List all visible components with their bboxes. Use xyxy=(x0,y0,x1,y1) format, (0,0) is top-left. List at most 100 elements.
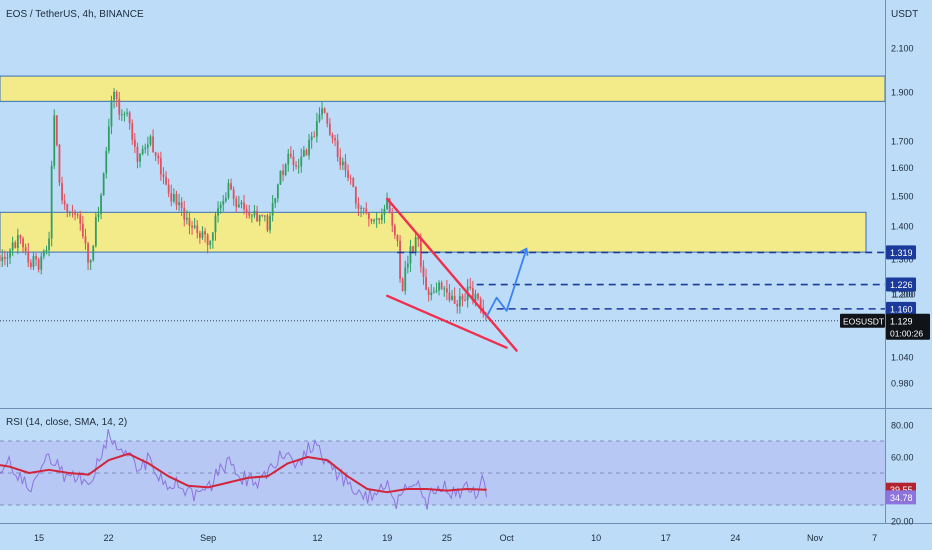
price-candle xyxy=(295,164,297,167)
level-price-tag-label: 1.160 xyxy=(890,304,913,314)
time-tick-label: 12 xyxy=(313,533,323,543)
price-candle xyxy=(139,154,141,162)
projection-path xyxy=(485,247,529,317)
price-candle xyxy=(157,155,160,159)
price-candle xyxy=(131,123,134,140)
price-candle xyxy=(115,91,118,99)
price-candle xyxy=(175,193,178,206)
projection-line[interactable] xyxy=(485,248,528,317)
price-candle xyxy=(152,136,154,153)
wedge-lower-line[interactable] xyxy=(386,294,508,349)
price-candle xyxy=(113,91,115,101)
price-candle xyxy=(107,126,110,151)
price-candle xyxy=(339,156,342,166)
price-candle xyxy=(29,262,32,268)
price-candle xyxy=(183,207,186,220)
price-candle xyxy=(40,256,43,270)
price-candle xyxy=(191,225,193,228)
price-candle xyxy=(55,115,58,145)
last-price-tag xyxy=(886,313,930,340)
price-candle xyxy=(211,232,214,241)
price-candle xyxy=(477,293,479,299)
price-candle xyxy=(6,257,9,259)
time-tick-label: 19 xyxy=(382,533,392,543)
price-candle xyxy=(435,290,438,292)
price-candle xyxy=(318,114,321,122)
price-candle xyxy=(321,108,323,115)
price-candle xyxy=(289,153,292,157)
price-candle xyxy=(380,214,383,220)
time-tick-label: Nov xyxy=(807,533,824,543)
price-candle xyxy=(297,166,300,168)
countdown-label: 01:00:26 xyxy=(890,328,923,338)
price-candle xyxy=(79,214,82,224)
price-candle xyxy=(419,239,422,267)
price-candle xyxy=(471,288,474,301)
rsi-sma-line[interactable] xyxy=(0,452,487,494)
price-candle xyxy=(386,198,388,209)
price-tick-label: 0.980 xyxy=(891,379,914,389)
price-candle xyxy=(474,293,477,301)
price-candle xyxy=(266,215,269,231)
price-candle xyxy=(45,250,48,252)
time-tick-label: 22 xyxy=(104,533,114,543)
price-candle xyxy=(443,288,446,290)
price-candle xyxy=(360,207,362,209)
price-tick-label: 1.700 xyxy=(891,136,914,146)
price-candle xyxy=(81,223,84,237)
level-price-tag xyxy=(886,245,916,260)
level-price-tag-label: 1.226 xyxy=(890,280,913,290)
price-candle xyxy=(409,246,412,264)
price-candle xyxy=(451,295,453,301)
price-candle xyxy=(373,219,375,222)
price-candle xyxy=(308,139,310,156)
price-candle xyxy=(209,240,212,246)
supply-demand-zone[interactable] xyxy=(0,75,886,102)
price-candle xyxy=(227,183,230,198)
wedge-upper-line[interactable] xyxy=(386,197,518,352)
price-candle xyxy=(136,146,139,162)
time-axis-bg[interactable] xyxy=(0,523,932,550)
symbol-tag xyxy=(840,313,885,328)
price-candle xyxy=(323,108,326,113)
price-tick-label: 1.900 xyxy=(891,87,914,97)
price-candle xyxy=(87,243,89,263)
price-candle xyxy=(300,156,303,167)
price-candle xyxy=(448,292,451,301)
price-candle xyxy=(334,138,336,141)
chart-title: EOS / TetherUS, 4h, BINANCE xyxy=(6,9,144,20)
price-candle xyxy=(120,114,123,116)
price-candle xyxy=(349,178,352,180)
price-candle xyxy=(100,195,102,214)
price-candle xyxy=(162,174,165,177)
price-tick-label: 1.040 xyxy=(891,352,914,362)
supply-demand-zone[interactable] xyxy=(0,211,867,253)
price-candle xyxy=(245,209,248,213)
time-tick-label: 15 xyxy=(34,533,44,543)
price-candle xyxy=(279,170,282,185)
time-tick-label: 17 xyxy=(661,533,671,543)
price-candle xyxy=(178,202,180,206)
price-candle xyxy=(14,242,17,248)
price-candle xyxy=(344,161,347,171)
price-axis-bg[interactable] xyxy=(885,0,932,523)
price-candle xyxy=(417,237,420,240)
price-candle xyxy=(357,203,360,209)
rsi-tick-label: 60.00 xyxy=(891,453,914,463)
price-candle xyxy=(214,215,217,233)
price-candle xyxy=(19,235,22,239)
price-candle xyxy=(292,156,295,165)
price-candle xyxy=(165,176,167,185)
time-tick-label: 24 xyxy=(730,533,740,543)
price-candle xyxy=(89,259,92,263)
price-candle xyxy=(196,225,199,233)
price-candle xyxy=(32,256,35,268)
currency-label: USDT xyxy=(891,9,918,20)
price-candle xyxy=(180,202,183,208)
price-candle xyxy=(271,203,274,216)
price-candle xyxy=(71,212,74,214)
price-candle xyxy=(269,215,271,231)
price-pane-bg[interactable] xyxy=(0,0,885,408)
price-candle xyxy=(58,144,61,183)
